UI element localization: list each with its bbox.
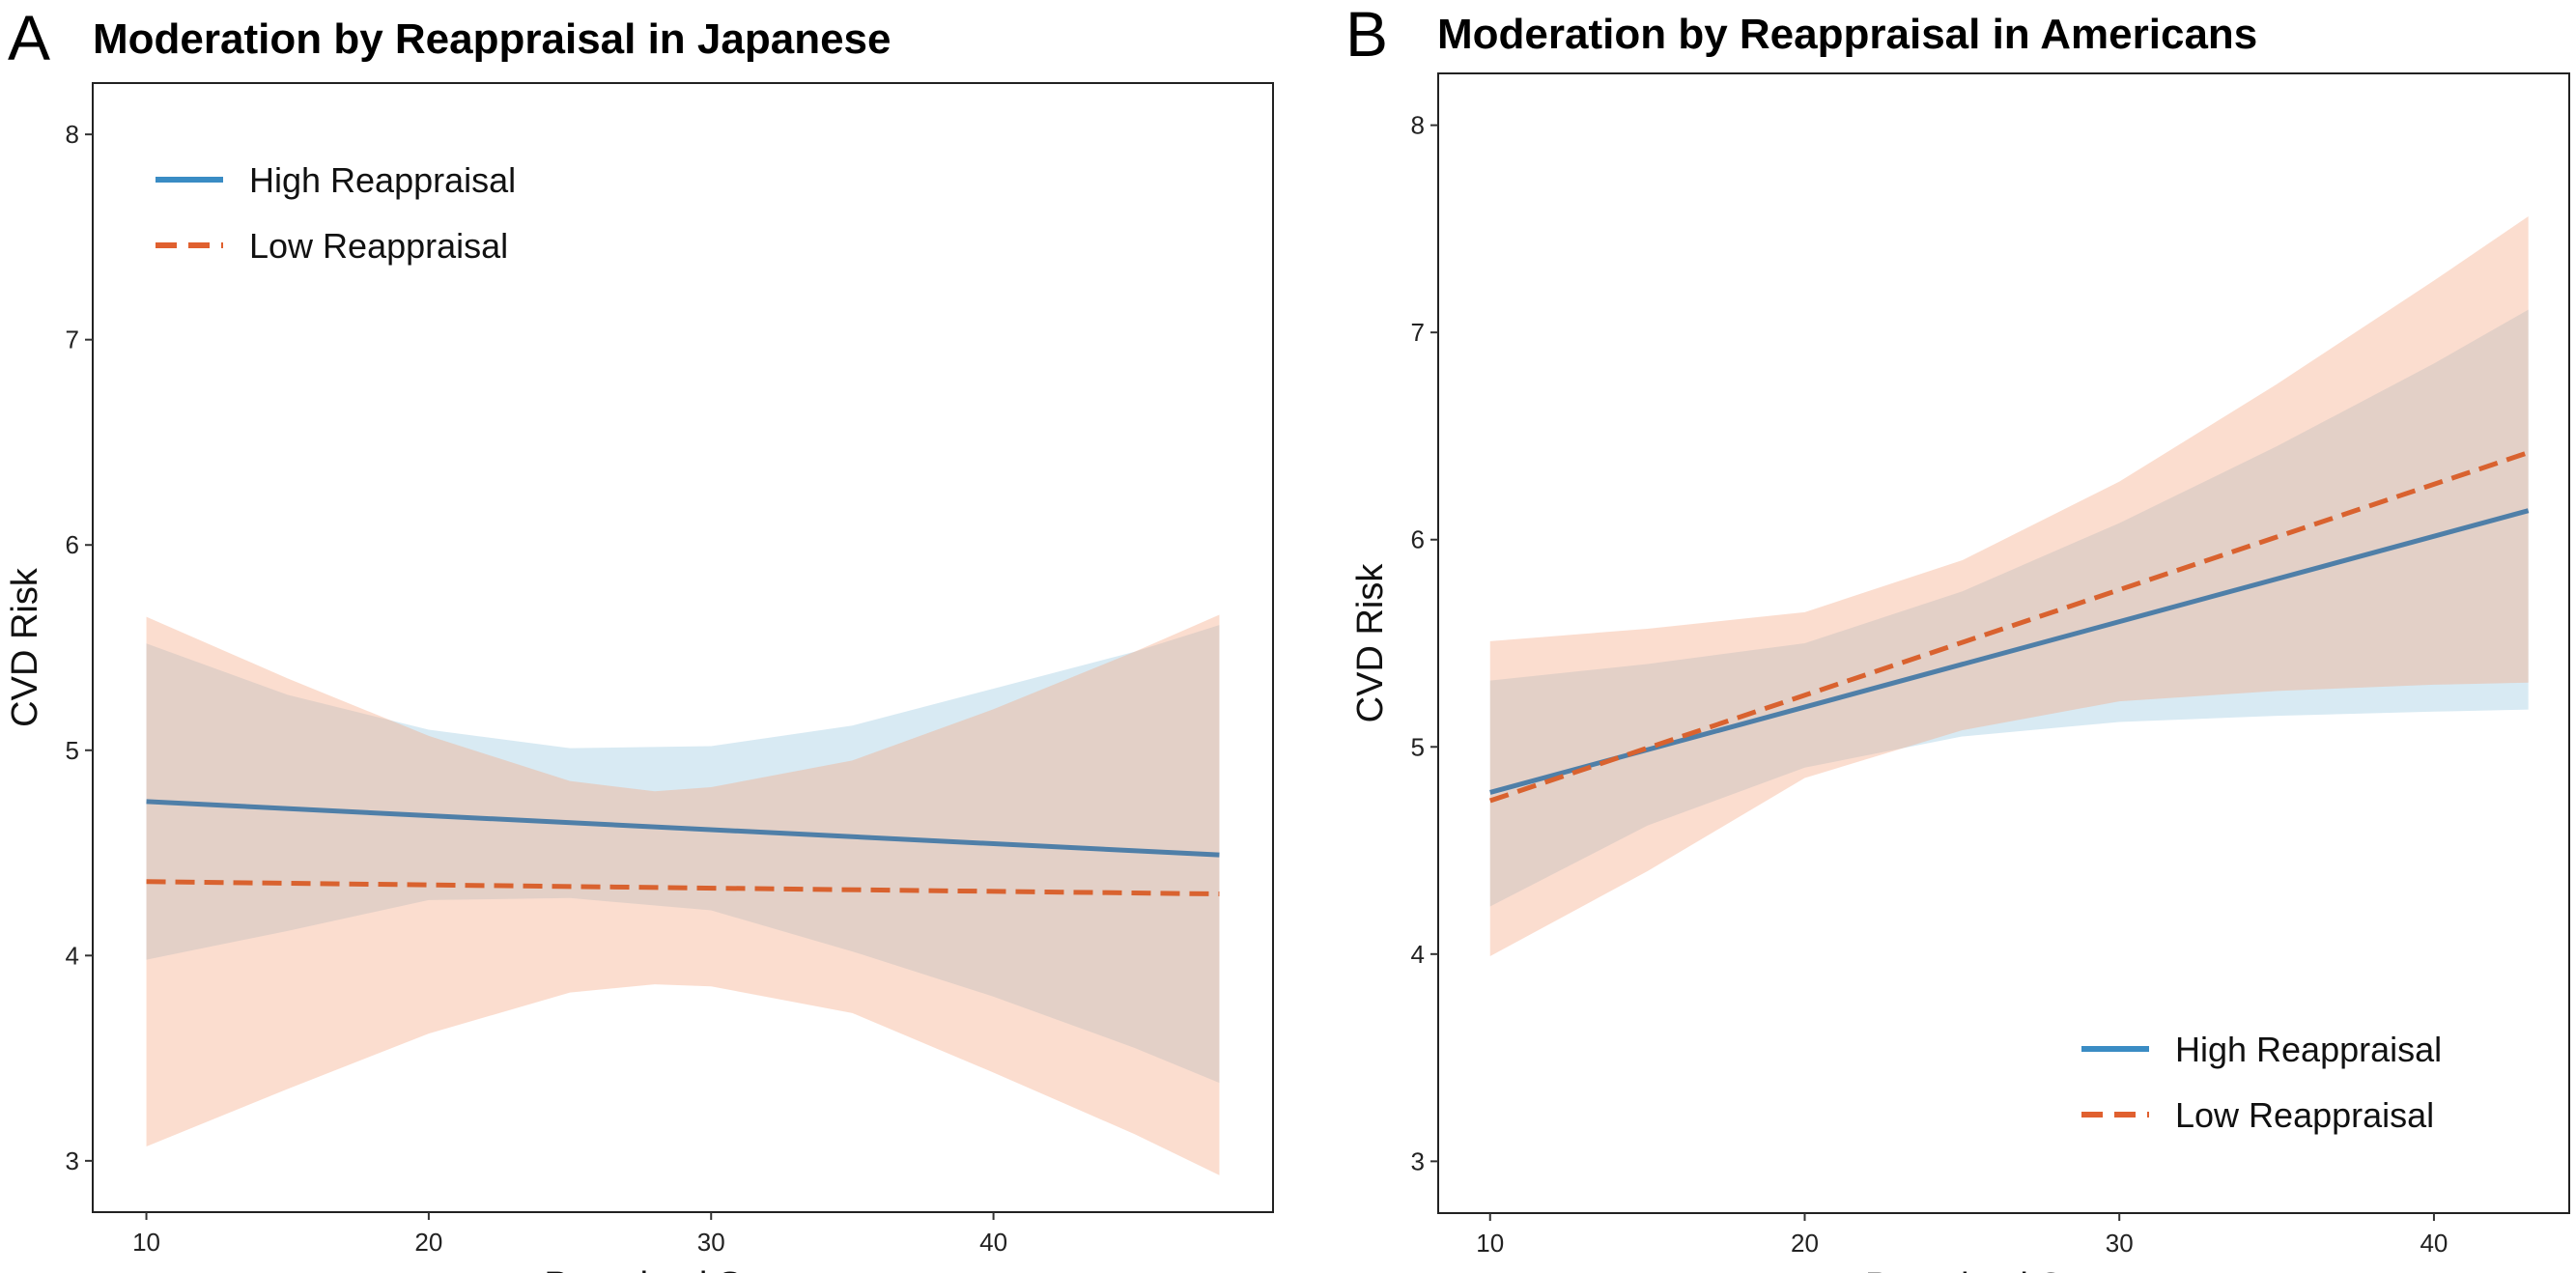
series-line-low-reappraisal xyxy=(1488,450,2530,804)
confidence-band-low xyxy=(1489,216,2529,956)
x-tick-label: 20 xyxy=(414,1228,442,1257)
y-tick-label: 7 xyxy=(66,325,79,354)
x-tick-label: 20 xyxy=(1791,1229,1819,1258)
confidence-band-high xyxy=(146,625,1220,1084)
confidence-band-low xyxy=(146,614,1220,1175)
x-tick-label: 10 xyxy=(132,1228,160,1257)
x-tick-label: 10 xyxy=(1476,1229,1504,1258)
y-axis-label: CVD Risk xyxy=(1350,563,1391,723)
y-tick-label: 3 xyxy=(66,1146,79,1175)
x-axis-label: Perceived Stress xyxy=(1865,1266,2142,1273)
plot-frame xyxy=(1437,72,2570,1214)
panel-label-a: A xyxy=(8,2,50,73)
chart-panel-b: 3 4 5 6 7 8 10 20 30 40 Perceived Stress CVD Risk Hi… xyxy=(1350,72,2570,1273)
x-tick-label: 40 xyxy=(2420,1229,2448,1258)
legend-label-high: High Reappraisal xyxy=(249,160,516,200)
y-tick-label: 8 xyxy=(1411,111,1425,140)
y-tick-label: 6 xyxy=(66,530,79,559)
y-tick-label: 4 xyxy=(1411,940,1425,969)
y-tick-label: 7 xyxy=(1411,318,1425,347)
y-tick-label: 5 xyxy=(1411,732,1425,761)
x-tick-label: 40 xyxy=(979,1228,1007,1257)
legend-label-low: Low Reappraisal xyxy=(249,226,508,266)
x-axis-label: Perceived Stress xyxy=(544,1265,821,1273)
y-tick-label: 8 xyxy=(66,120,79,149)
y-axis-label: CVD Risk xyxy=(5,567,45,727)
chart-panel-a: 3 4 5 6 7 8 10 20 30 40 Perceived Stress CVD Risk Hi… xyxy=(5,82,1274,1273)
series-line-low-reappraisal xyxy=(146,879,1220,897)
series-line-high-reappraisal xyxy=(146,799,1220,858)
y-tick-label: 5 xyxy=(66,736,79,765)
panel-label-b: B xyxy=(1345,0,1388,70)
y-tick-label: 3 xyxy=(1411,1146,1425,1175)
y-tick-label: 6 xyxy=(1411,525,1425,554)
legend-label-low: Low Reappraisal xyxy=(2175,1095,2434,1135)
y-tick-label: 4 xyxy=(66,941,79,970)
x-tick-label: 30 xyxy=(2106,1229,2134,1258)
legend-label-high: High Reappraisal xyxy=(2175,1030,2442,1069)
chart-title-b: Moderation by Reappraisal in Americans xyxy=(1437,11,2257,58)
chart-title-a: Moderation by Reappraisal in Japanese xyxy=(93,15,891,63)
series-line-high-reappraisal xyxy=(1489,508,2530,795)
x-tick-label: 30 xyxy=(697,1228,725,1257)
confidence-band-high xyxy=(1489,309,2529,907)
plot-frame xyxy=(92,82,1274,1213)
